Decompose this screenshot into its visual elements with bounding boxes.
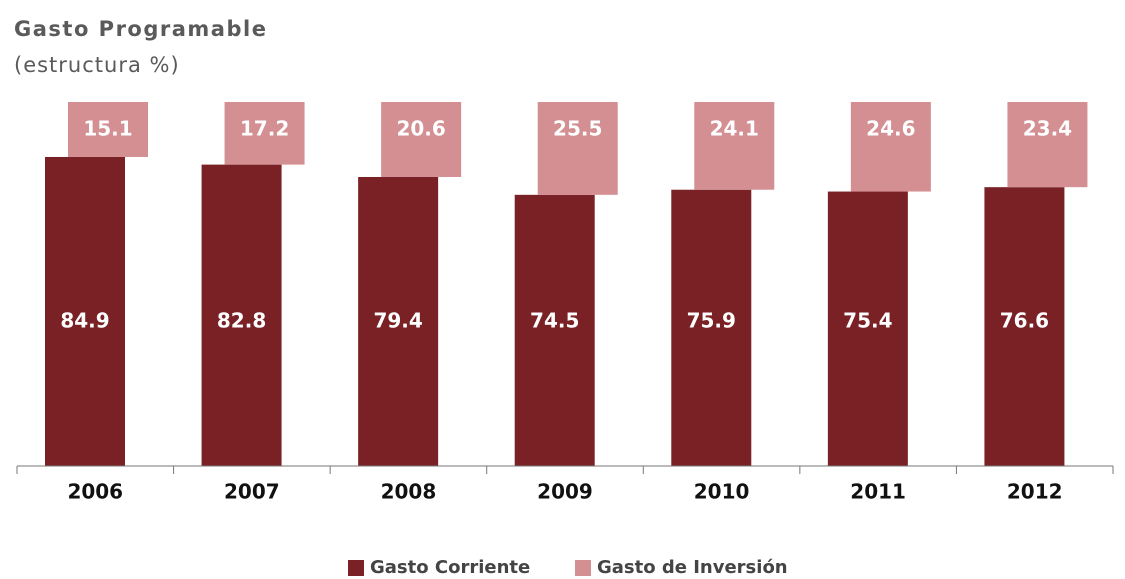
bar bbox=[1007, 102, 1088, 188]
value-label: 74.5 bbox=[530, 309, 579, 333]
chart-subtitle: (estructura %) bbox=[14, 53, 180, 77]
legend-label: Gasto Corriente bbox=[370, 557, 530, 578]
x-tick-label: 2008 bbox=[381, 480, 437, 504]
chart-title: Gasto Programable bbox=[14, 17, 267, 41]
value-label: 20.6 bbox=[396, 117, 445, 141]
value-label: 75.4 bbox=[843, 309, 892, 333]
bar bbox=[45, 156, 125, 467]
value-label: 79.4 bbox=[373, 309, 422, 333]
bar bbox=[68, 102, 148, 157]
bar bbox=[358, 176, 439, 466]
value-label: 24.6 bbox=[866, 117, 915, 141]
x-tick-label: 2011 bbox=[850, 480, 906, 504]
value-label: 82.8 bbox=[217, 309, 266, 333]
bar bbox=[224, 102, 305, 165]
value-label: 15.1 bbox=[83, 117, 132, 141]
bar bbox=[537, 102, 618, 195]
value-label: 84.9 bbox=[60, 309, 109, 333]
bar bbox=[850, 102, 931, 192]
value-label: 23.4 bbox=[1023, 117, 1072, 141]
bar bbox=[671, 189, 752, 466]
bar bbox=[514, 194, 595, 466]
x-tick-label: 2006 bbox=[67, 480, 123, 504]
legend-swatch bbox=[348, 560, 364, 576]
legend-swatch bbox=[575, 560, 591, 576]
bar bbox=[694, 102, 775, 190]
value-label: 17.2 bbox=[240, 117, 289, 141]
x-tick-label: 2010 bbox=[694, 480, 750, 504]
value-label: 24.1 bbox=[710, 117, 759, 141]
x-tick-label: 2009 bbox=[537, 480, 593, 504]
legend-label: Gasto de Inversión bbox=[597, 557, 788, 578]
bar bbox=[381, 102, 462, 177]
value-label: 76.6 bbox=[1000, 309, 1049, 333]
x-tick-label: 2012 bbox=[1007, 480, 1063, 504]
value-label: 75.9 bbox=[687, 309, 736, 333]
bar bbox=[827, 191, 908, 466]
x-tick-label: 2007 bbox=[224, 480, 280, 504]
bar bbox=[984, 187, 1065, 466]
bar bbox=[201, 164, 282, 466]
value-label: 25.5 bbox=[553, 117, 602, 141]
